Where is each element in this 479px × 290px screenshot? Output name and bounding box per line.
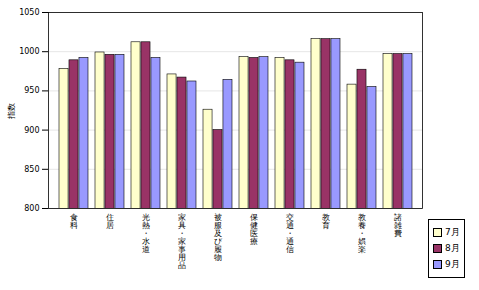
svg-text:900: 900: [24, 126, 39, 135]
svg-text:1000: 1000: [19, 47, 39, 56]
svg-text:家具・家事用品: 家具・家事用品: [178, 213, 186, 270]
svg-text:800: 800: [24, 204, 39, 213]
svg-text:1050: 1050: [19, 8, 39, 17]
svg-text:諸雑費: 諸雑費: [394, 213, 402, 238]
svg-text:850: 850: [24, 165, 39, 174]
svg-text:食料: 食料: [70, 213, 78, 230]
svg-text:教養・娯楽: 教養・娯楽: [358, 213, 366, 254]
svg-text:指数: 指数: [7, 103, 16, 120]
html-text:9月: 9月: [445, 259, 460, 269]
svg-text:950: 950: [24, 86, 39, 95]
svg-text:被服及び履物: 被服及び履物: [214, 213, 223, 262]
svg-text:教育: 教育: [322, 213, 330, 230]
svg-text:光熱・水道: 光熱・水道: [142, 213, 150, 254]
svg-text:住居: 住居: [106, 213, 114, 230]
html-text:7月: 7月: [445, 227, 460, 237]
svg-text:保健医療: 保健医療: [250, 213, 258, 246]
html-text:8月: 8月: [445, 243, 460, 253]
svg-text:交通・通信: 交通・通信: [286, 213, 294, 254]
